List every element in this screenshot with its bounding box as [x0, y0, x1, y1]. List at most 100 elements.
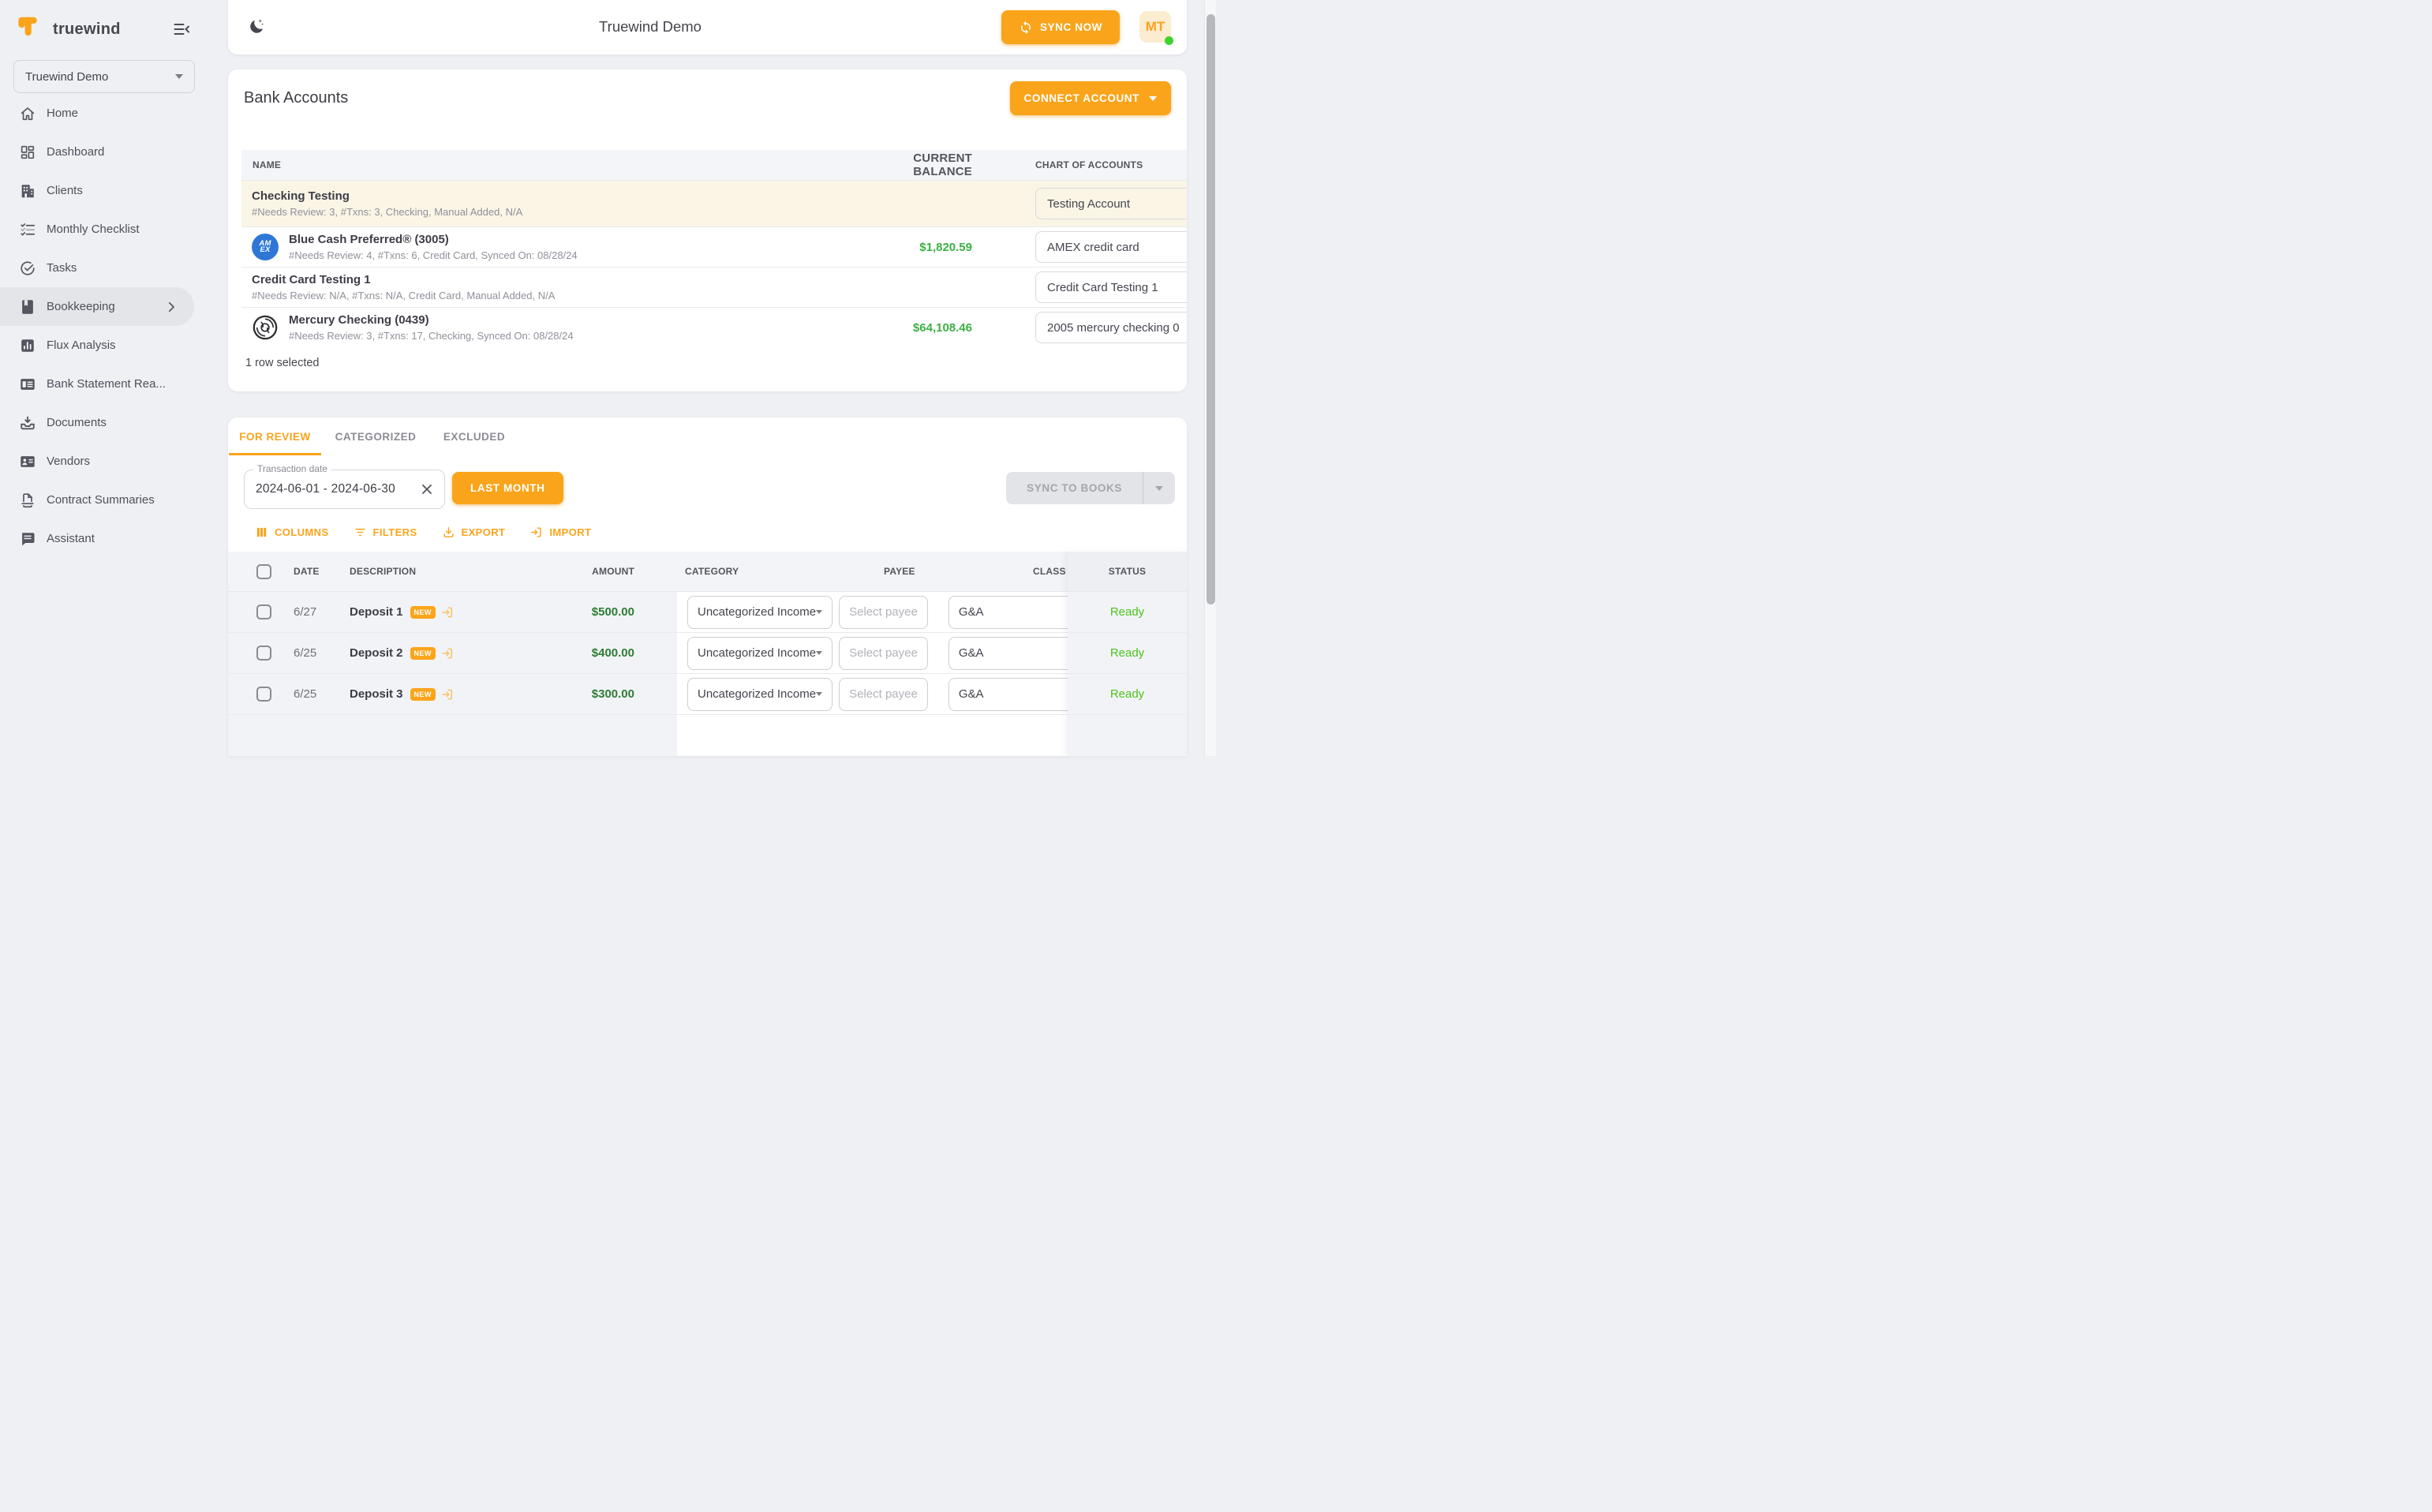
- workspace-selector[interactable]: Truewind Demo: [13, 60, 195, 93]
- last-month-button[interactable]: LAST MONTH: [452, 472, 563, 504]
- sidebar-item-flux-analysis[interactable]: Flux Analysis: [0, 326, 194, 365]
- column-header-name: NAME: [253, 159, 282, 170]
- checklist-icon: [21, 223, 36, 236]
- transactions-grid: DATE DESCRIPTION AMOUNT 6/27 Deposit 1 N…: [228, 552, 1187, 756]
- sync-icon: [1020, 21, 1031, 34]
- collapse-sidebar-icon[interactable]: [172, 20, 191, 39]
- category-select[interactable]: Uncategorized Income: [687, 677, 833, 711]
- selection-status: 1 row selected: [245, 357, 320, 369]
- transaction-row-middle: Uncategorized Income Select payee G&A: [677, 633, 1068, 674]
- scrollbar-thumb[interactable]: [1207, 14, 1215, 604]
- category-select[interactable]: Uncategorized Income: [687, 636, 833, 670]
- dashboard-icon: [21, 145, 35, 159]
- import-icon: [531, 526, 541, 537]
- vendors-icon: [21, 455, 35, 467]
- topbar: Truewind Demo SYNC NOW MT: [228, 0, 1187, 54]
- sidebar-item-documents[interactable]: Documents: [0, 403, 194, 442]
- column-header-chart-of-accounts: CHART OF ACCOUNTS: [1035, 159, 1143, 170]
- exit-icon[interactable]: [440, 605, 455, 619]
- exit-icon[interactable]: [440, 687, 455, 702]
- sidebar-item-tasks[interactable]: Tasks: [0, 249, 194, 287]
- tab-excluded[interactable]: EXCLUDED: [443, 430, 506, 443]
- column-header-category: CATEGORY: [685, 566, 739, 577]
- sidebar-item-contract-summaries[interactable]: Contract Summaries: [0, 481, 194, 519]
- class-select[interactable]: G&A: [948, 636, 1068, 670]
- import-button[interactable]: IMPORT: [529, 526, 591, 539]
- export-button[interactable]: EXPORT: [442, 526, 506, 539]
- sidebar-item-vendors[interactable]: Vendors: [0, 442, 194, 481]
- class-select[interactable]: G&A: [948, 677, 1068, 711]
- clients-icon: [21, 184, 34, 197]
- workspace-selector-value: Truewind Demo: [25, 69, 109, 84]
- bank-accounts-title: Bank Accounts: [244, 89, 349, 107]
- bank-account-row[interactable]: Checking Testing #Needs Review: 3, #Txns…: [241, 180, 1187, 226]
- transaction-row-status: Ready: [1068, 674, 1187, 715]
- payee-input[interactable]: Select payee: [839, 636, 928, 670]
- bank-account-row[interactable]: AM EX Blue Cash Preferred® (3005) #Needs …: [241, 226, 1187, 267]
- bank-account-row[interactable]: Credit Card Testing 1 #Needs Review: N/A…: [241, 267, 1187, 307]
- select-all-checkbox[interactable]: [256, 563, 271, 579]
- row-checkbox[interactable]: [256, 646, 271, 661]
- transaction-row[interactable]: 6/25 Deposit 2 NEW $400.00: [228, 633, 677, 674]
- column-header-payee: PAYEE: [884, 566, 915, 577]
- sidebar-item-bank-statement-reader[interactable]: Bank Statement Rea...: [0, 365, 194, 403]
- tab-for-review[interactable]: FOR REVIEW: [229, 417, 321, 455]
- caret-down-icon[interactable]: [1143, 472, 1175, 504]
- transaction-date-field[interactable]: Transaction date 2024-06-01 - 2024-06-30: [244, 463, 445, 509]
- sidebar-item-monthly-checklist[interactable]: Monthly Checklist: [0, 210, 194, 249]
- columns-button[interactable]: COLUMNS: [255, 526, 329, 539]
- exit-icon[interactable]: [440, 646, 455, 661]
- filters-button[interactable]: FILTERS: [354, 526, 417, 539]
- transactions-tabs: FOR REVIEW CATEGORIZED EXCLUDED: [229, 417, 518, 455]
- sidebar: truewind Truewind Demo Home Dashboard: [0, 0, 197, 756]
- transaction-row[interactable]: 6/25 Deposit 3 NEW $300.00: [228, 674, 677, 715]
- chart-of-accounts-select[interactable]: AMEX credit card: [1035, 231, 1187, 263]
- truewind-logo-icon: [18, 17, 37, 36]
- transactions-toolbar: COLUMNS FILTERS EXPORT IMPORT: [255, 519, 591, 545]
- bookkeeping-icon: [22, 299, 33, 314]
- caret-down-icon: [816, 651, 823, 655]
- bank-account-row[interactable]: Mercury Checking (0439) #Needs Review: 3…: [241, 307, 1187, 347]
- sidebar-item-bookkeeping[interactable]: Bookkeeping: [0, 287, 194, 326]
- category-select[interactable]: Uncategorized Income: [687, 595, 833, 629]
- caret-down-icon: [175, 74, 183, 79]
- transaction-row-middle: Uncategorized Income Select payee G&A: [677, 674, 1068, 715]
- sidebar-item-clients[interactable]: Clients: [0, 171, 194, 210]
- moon-icon[interactable]: [247, 17, 266, 36]
- tasks-icon: [21, 260, 35, 275]
- transaction-row-middle: Uncategorized Income Select payee G&A: [677, 592, 1068, 633]
- chart-of-accounts-select[interactable]: 2005 mercury checking 0: [1035, 312, 1187, 343]
- close-icon[interactable]: [419, 481, 435, 497]
- caret-down-icon: [1149, 95, 1157, 101]
- bank-statement-icon: [21, 378, 35, 390]
- home-icon: [21, 107, 35, 120]
- chart-of-accounts-select[interactable]: Credit Card Testing 1: [1035, 271, 1187, 303]
- tab-categorized[interactable]: CATEGORIZED: [335, 430, 417, 443]
- filters-icon: [354, 528, 365, 536]
- row-checkbox[interactable]: [256, 604, 271, 619]
- contract-summaries-icon: [21, 492, 34, 507]
- mercury-icon: [253, 315, 278, 340]
- brand-name: truewind: [53, 20, 121, 38]
- sidebar-item-home[interactable]: Home: [0, 94, 194, 133]
- row-checkbox[interactable]: [256, 687, 271, 702]
- transaction-row[interactable]: 6/27 Deposit 1 NEW $500.00: [228, 592, 677, 633]
- sync-to-books-button[interactable]: SYNC TO BOOKS: [1006, 472, 1175, 504]
- documents-icon: [21, 416, 35, 429]
- sync-now-button[interactable]: SYNC NOW: [1001, 10, 1120, 44]
- column-header-description: DESCRIPTION: [350, 566, 417, 577]
- payee-input[interactable]: Select payee: [839, 677, 928, 711]
- chart-of-accounts-select[interactable]: Testing Account: [1035, 188, 1187, 219]
- avatar[interactable]: MT: [1139, 11, 1173, 45]
- payee-input[interactable]: Select payee: [839, 595, 928, 629]
- sidebar-item-assistant[interactable]: Assistant: [0, 519, 194, 558]
- class-select[interactable]: G&A: [948, 595, 1068, 629]
- grid-header-middle: CATEGORY PAYEE CLASS: [677, 552, 1068, 592]
- column-header-current-balance: CURRENT BALANCE: [913, 152, 972, 178]
- column-header-class: CLASS: [1033, 566, 1066, 577]
- status-badge: Ready: [1109, 646, 1145, 660]
- sidebar-item-dashboard[interactable]: Dashboard: [0, 133, 194, 171]
- connect-account-button[interactable]: CONNECT ACCOUNT: [1009, 81, 1171, 115]
- new-badge: NEW: [410, 687, 436, 701]
- sidebar-nav: Home Dashboard Clients: [0, 94, 197, 558]
